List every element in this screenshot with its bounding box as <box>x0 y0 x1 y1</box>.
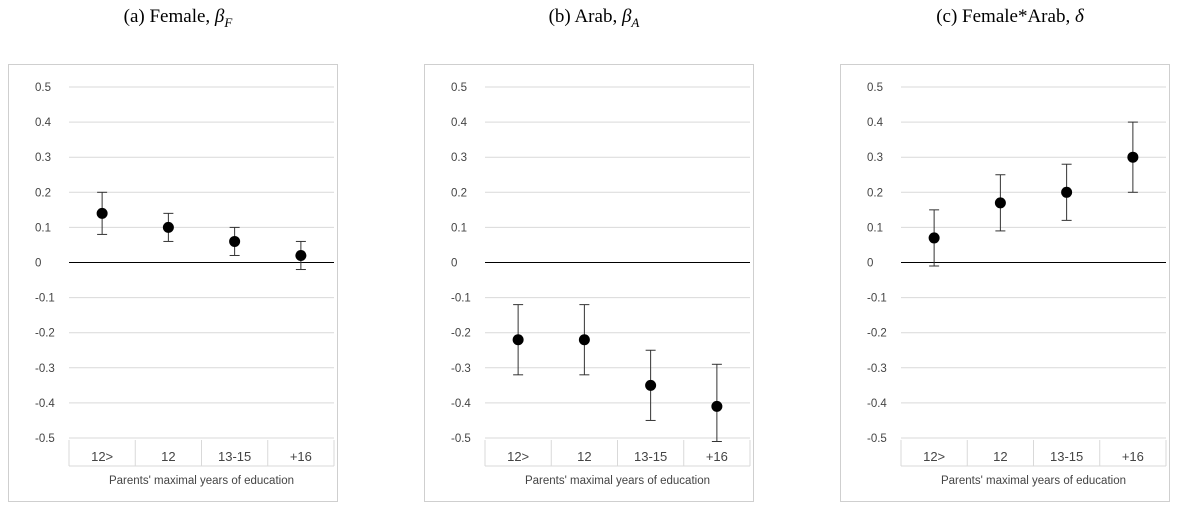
data-point <box>928 232 940 244</box>
chart-title: (b) Arab, βA <box>424 6 764 31</box>
data-point <box>162 221 174 233</box>
y-tick-label: -0.4 <box>867 398 887 410</box>
chart-plot: 0.5 0.4 0.3 0.2 0.1 0 -0.1 -0.2 -0.3 -0.4 -0.5 12> 1… <box>35 82 335 487</box>
panel-arab: (b) Arab, βA 0.5 0.4 0.3 0.2 0.1 0 -0.1 -0.2 -0.… <box>424 0 764 508</box>
data-point <box>578 334 590 346</box>
chart-frame: 0.5 0.4 0.3 0.2 0.1 0 -0.1 -0.2 -0.3 -0.4 -0.5 12> 1… <box>840 64 1170 502</box>
chart-title-text: (c) Female*Arab, <box>936 6 1075 27</box>
y-tick-label: -0.3 <box>35 363 55 375</box>
y-tick-label: 0.1 <box>35 222 51 234</box>
x-tick-label: 12 <box>577 449 591 464</box>
chart-plot: 0.5 0.4 0.3 0.2 0.1 0 -0.1 -0.2 -0.3 -0.4 -0.5 12> 1… <box>451 82 751 487</box>
data-point <box>711 400 723 412</box>
y-tick-label: 0 <box>35 258 41 270</box>
y-tick-label: -0.1 <box>35 293 55 305</box>
x-tick-label: 13-15 <box>218 449 251 464</box>
chart-title-text: (b) Arab, <box>548 6 622 27</box>
y-tick-label: -0.2 <box>35 328 55 340</box>
x-tick-label: 12> <box>507 449 529 464</box>
y-tick-label: 0.3 <box>35 152 51 164</box>
y-tick-label: 0.3 <box>867 152 883 164</box>
x-axis-title: Parents' maximal years of education <box>109 475 294 487</box>
x-tick-label: +16 <box>1122 449 1144 464</box>
x-tick-label: 12> <box>91 449 113 464</box>
x-tick-label: 12 <box>161 449 175 464</box>
chart-title-symbol: β <box>214 6 225 27</box>
y-tick-label: -0.2 <box>451 328 471 340</box>
y-tick-label: 0.5 <box>867 82 883 94</box>
chart-frame: 0.5 0.4 0.3 0.2 0.1 0 -0.1 -0.2 -0.3 -0.4 -0.5 12> 1… <box>424 64 754 502</box>
y-tick-label: -0.3 <box>867 363 887 375</box>
y-tick-label: -0.2 <box>867 328 887 340</box>
x-tick-label: 13-15 <box>1050 449 1083 464</box>
y-tick-label: -0.4 <box>35 398 55 410</box>
y-tick-label: 0.4 <box>35 117 52 129</box>
y-tick-label: -0.5 <box>35 433 55 445</box>
chart-title-subscript: A <box>631 14 640 30</box>
y-tick-label: -0.1 <box>867 293 887 305</box>
y-tick-label: 0.5 <box>35 82 51 94</box>
x-tick-label: 12> <box>923 449 945 464</box>
chart-title: (a) Female, βF <box>8 6 348 31</box>
panel-female: (a) Female, βF 0.5 0.4 0.3 0.2 0.1 0 -0.1 -0.2 -… <box>8 0 348 508</box>
chart-title-subscript: F <box>224 14 233 30</box>
chart-title-symbol: β <box>621 6 632 27</box>
y-tick-label: -0.5 <box>451 433 471 445</box>
y-tick-label: -0.5 <box>867 433 887 445</box>
data-point <box>994 197 1006 209</box>
y-tick-label: 0.5 <box>451 82 467 94</box>
panel-female-arab: (c) Female*Arab, δ 0.5 0.4 0.3 0.2 0.1 0 -0.1 -… <box>840 0 1180 508</box>
data-point <box>96 207 108 219</box>
y-tick-label: 0.4 <box>451 117 468 129</box>
y-tick-label: -0.3 <box>451 363 471 375</box>
x-axis-title: Parents' maximal years of education <box>525 475 710 487</box>
data-point <box>512 334 524 346</box>
data-point <box>1061 186 1073 198</box>
y-tick-label: 0.3 <box>451 152 467 164</box>
y-tick-label: 0.1 <box>867 222 883 234</box>
y-tick-label: -0.4 <box>451 398 471 410</box>
data-point <box>1127 151 1139 163</box>
x-tick-label: +16 <box>706 449 728 464</box>
y-tick-label: -0.1 <box>451 293 471 305</box>
x-tick-label: 13-15 <box>634 449 667 464</box>
data-point <box>295 249 307 261</box>
chart-plot: 0.5 0.4 0.3 0.2 0.1 0 -0.1 -0.2 -0.3 -0.4 -0.5 12> 1… <box>867 82 1167 487</box>
data-point <box>645 379 657 391</box>
y-tick-label: 0.4 <box>867 117 884 129</box>
x-tick-label: 12 <box>993 449 1007 464</box>
chart-title: (c) Female*Arab, δ <box>840 6 1180 31</box>
chart-title-text: (a) Female, <box>123 6 215 27</box>
y-tick-label: 0 <box>867 258 873 270</box>
y-tick-label: 0.2 <box>35 187 51 199</box>
chart-title-symbol: δ <box>1074 6 1084 27</box>
y-tick-label: 0.2 <box>867 187 883 199</box>
data-point <box>229 235 241 247</box>
y-tick-label: 0 <box>451 258 457 270</box>
x-axis-title: Parents' maximal years of education <box>941 475 1126 487</box>
y-tick-label: 0.2 <box>451 187 467 199</box>
chart-frame: 0.5 0.4 0.3 0.2 0.1 0 -0.1 -0.2 -0.3 -0.4 -0.5 12> 1… <box>8 64 338 502</box>
y-tick-label: 0.1 <box>451 222 467 234</box>
x-tick-label: +16 <box>290 449 312 464</box>
